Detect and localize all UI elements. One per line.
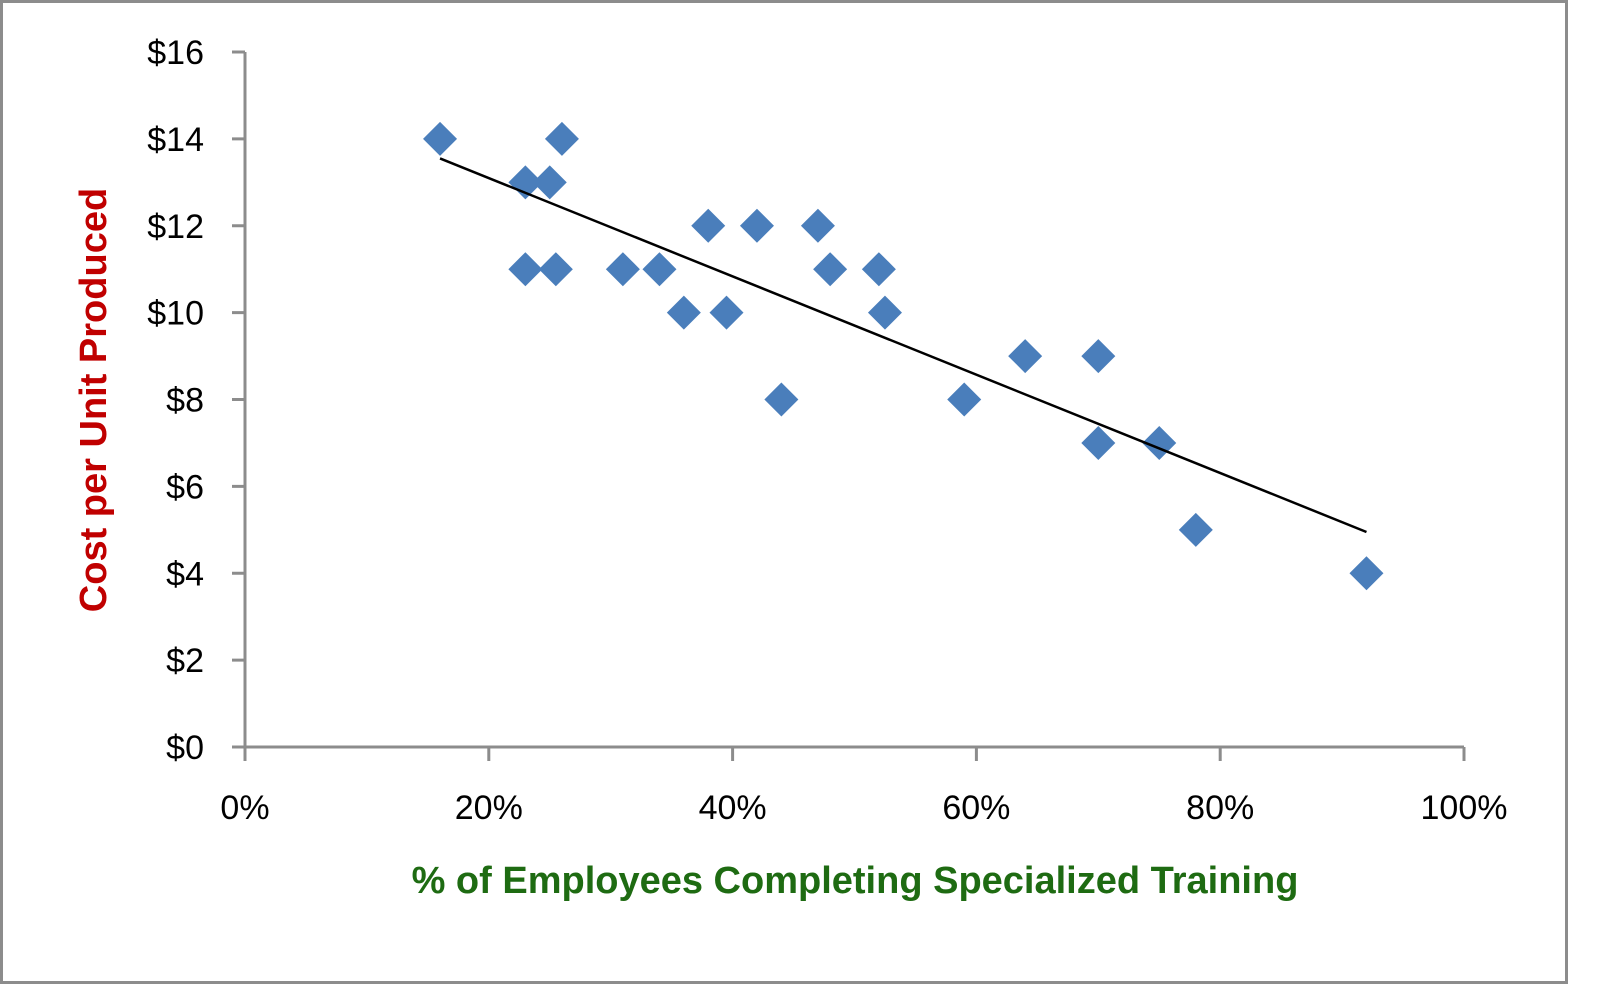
data-point-diamond: [1008, 339, 1043, 374]
data-point-diamond: [867, 295, 902, 330]
data-point-diamond: [1349, 556, 1384, 591]
y-tick-label: $12: [147, 208, 204, 246]
x-axis-title: % of Employees Completing Specialized Tr…: [412, 860, 1299, 902]
data-point-diamond: [861, 252, 896, 287]
data-point-diamond: [544, 121, 579, 156]
y-tick-label: $8: [166, 382, 204, 420]
data-point-diamond: [739, 208, 774, 243]
y-axis-title: Cost per Unit Produced: [73, 188, 115, 612]
data-point-diamond: [800, 208, 835, 243]
y-tick-label: $10: [147, 295, 204, 333]
x-tick-label: 0%: [220, 789, 269, 827]
data-point-diamond: [709, 295, 744, 330]
data-point-diamond: [666, 295, 701, 330]
data-point-diamond: [947, 382, 982, 417]
chart-frame: [0, 0, 1568, 984]
y-tick-label: $16: [147, 34, 204, 72]
x-tick-label: 60%: [942, 789, 1010, 827]
y-tick-label: $4: [166, 555, 204, 593]
x-axis: 0% 20% 40% 60% 80% 100%: [220, 745, 1508, 827]
data-point-diamond: [423, 121, 458, 156]
data-point-diamond: [813, 252, 848, 287]
data-point-diamond: [605, 252, 640, 287]
x-tick-label: 40%: [699, 789, 767, 827]
data-point-diamond: [1178, 512, 1213, 547]
y-tick-label: $14: [147, 121, 204, 159]
data-point-diamond: [532, 165, 567, 200]
x-tick-label: 80%: [1186, 789, 1254, 827]
data-point-diamond: [764, 382, 799, 417]
data-points: [423, 121, 1384, 591]
data-point-diamond: [538, 252, 573, 287]
data-point-diamond: [691, 208, 726, 243]
y-tick-label: $6: [166, 468, 204, 506]
y-tick-label: $2: [166, 642, 204, 680]
data-point-diamond: [508, 165, 543, 200]
trendline: [439, 157, 1367, 534]
y-tick-label: $0: [166, 729, 204, 767]
y-axis: $0 $2 $4 $6 $8 $10 $12 $14 $16: [147, 34, 247, 767]
x-tick-label: 100%: [1421, 789, 1508, 827]
data-point-diamond: [1081, 425, 1116, 460]
data-point-diamond: [508, 252, 543, 287]
x-tick-label: 20%: [455, 789, 523, 827]
data-point-diamond: [642, 252, 677, 287]
data-point-diamond: [1081, 339, 1116, 374]
